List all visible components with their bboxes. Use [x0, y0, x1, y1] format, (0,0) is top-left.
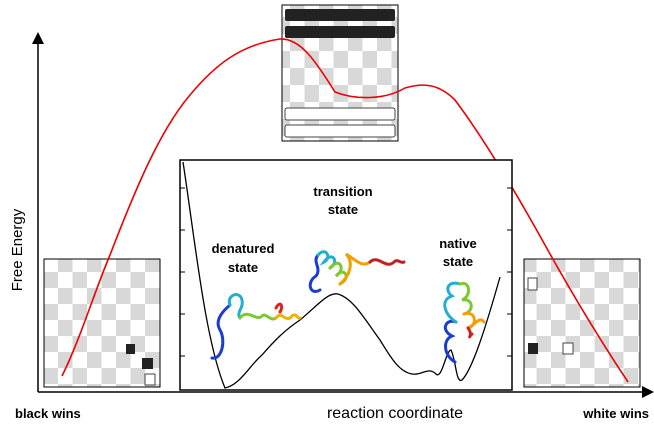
- state-label: state: [228, 260, 258, 275]
- state-label: state: [443, 254, 473, 269]
- state-label: transition: [313, 184, 372, 199]
- right-end-label: white wins: [582, 406, 649, 421]
- left-board: [44, 259, 160, 387]
- top-board: [282, 5, 398, 141]
- x-axis-label: reaction coordinate: [327, 405, 463, 422]
- right-board: [524, 259, 640, 387]
- state-label: state: [328, 202, 358, 217]
- y-axis-label: Free Energy: [9, 208, 26, 291]
- left-end-label: black wins: [15, 406, 81, 421]
- figure: transition state denatured state native …: [0, 0, 654, 428]
- state-label: denatured: [212, 241, 275, 256]
- state-label: native: [439, 236, 477, 251]
